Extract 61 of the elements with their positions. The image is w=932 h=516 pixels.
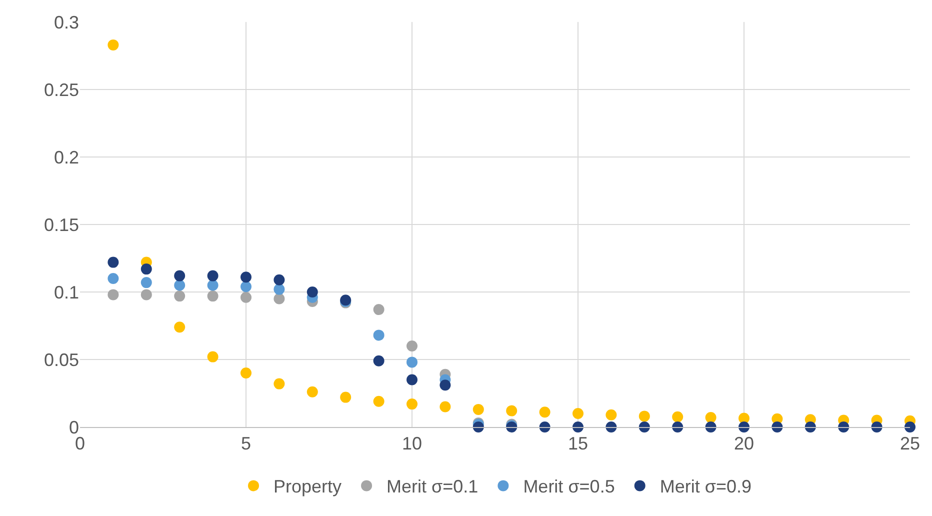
- point: [274, 293, 285, 304]
- legend-label: Merit σ=0.1: [386, 476, 478, 497]
- point: [240, 281, 252, 292]
- point: [174, 270, 186, 282]
- point: [506, 405, 518, 416]
- legend-label: Merit σ=0.9: [660, 476, 752, 497]
- point: [406, 340, 418, 352]
- point: [306, 386, 318, 398]
- point: [472, 404, 484, 415]
- point: [108, 273, 119, 284]
- point: [207, 280, 218, 291]
- point: [373, 355, 384, 366]
- point: [108, 256, 119, 268]
- point: [240, 292, 252, 303]
- legend-label: Merit σ=0.5: [523, 476, 615, 497]
- y-tick-label: 0.3: [54, 12, 79, 32]
- point: [240, 368, 252, 378]
- point: [274, 274, 285, 286]
- point: [174, 290, 186, 302]
- x-tick-label: 20: [734, 434, 754, 454]
- point: [174, 322, 186, 333]
- x-tick-label: 10: [402, 434, 422, 454]
- point: [606, 409, 617, 420]
- y-tick-label: 0.1: [54, 282, 79, 302]
- point: [406, 398, 418, 410]
- y-tick-label: 0: [68, 417, 79, 438]
- point: [140, 289, 152, 300]
- point: [340, 392, 352, 403]
- point: [539, 406, 550, 418]
- x-tick-label: 25: [900, 434, 920, 454]
- point: [672, 411, 684, 422]
- point: [440, 380, 451, 391]
- point: [274, 284, 285, 295]
- x-tick-label: 5: [240, 434, 252, 454]
- point: [207, 290, 218, 302]
- point: [373, 304, 384, 316]
- point: [140, 264, 152, 275]
- point: [904, 422, 916, 432]
- point: [108, 39, 119, 50]
- point: [406, 356, 418, 368]
- point: [207, 351, 218, 362]
- point: [440, 401, 451, 412]
- point: [306, 286, 318, 298]
- point: [140, 277, 152, 288]
- point: [572, 408, 584, 419]
- y-tick-label: 0.05: [44, 350, 79, 370]
- point: [373, 396, 384, 407]
- x-tick-label: 15: [568, 434, 588, 454]
- point: [108, 289, 119, 300]
- y-tick-label: 0.25: [44, 80, 79, 100]
- y-tick-label: 0.15: [44, 214, 79, 235]
- point: [240, 272, 252, 283]
- point: [174, 280, 186, 291]
- point: [406, 374, 418, 386]
- point: [274, 378, 285, 390]
- point: [207, 270, 218, 282]
- point: [638, 410, 650, 422]
- point: [705, 412, 716, 424]
- y-tick-label: 0.2: [54, 147, 79, 168]
- legend-label: Property: [274, 476, 342, 497]
- point: [373, 330, 384, 341]
